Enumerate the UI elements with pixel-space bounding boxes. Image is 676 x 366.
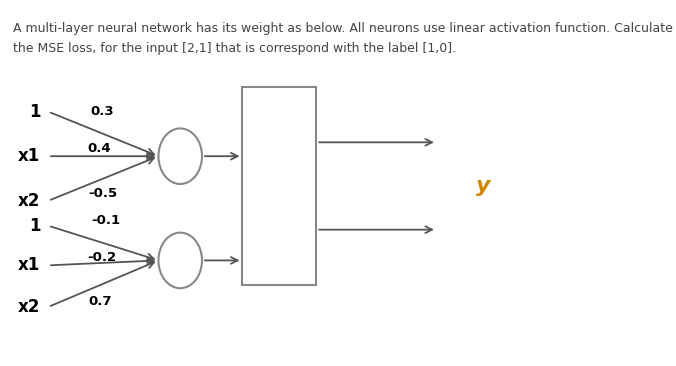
Text: -0.5: -0.5 bbox=[89, 187, 118, 201]
Text: 0.4: 0.4 bbox=[87, 142, 111, 155]
Text: x1: x1 bbox=[18, 147, 41, 165]
Text: x2: x2 bbox=[18, 298, 41, 316]
Text: 0.7: 0.7 bbox=[89, 295, 112, 307]
Text: 1: 1 bbox=[29, 217, 41, 235]
Text: the MSE loss, for the input [2,1] that is correspond with the label [1,0].: the MSE loss, for the input [2,1] that i… bbox=[13, 42, 456, 55]
Text: Softmax: Softmax bbox=[250, 179, 302, 193]
Text: -0.1: -0.1 bbox=[91, 214, 120, 227]
Text: 1: 1 bbox=[29, 102, 41, 120]
Text: -0.2: -0.2 bbox=[87, 251, 116, 264]
Text: y: y bbox=[476, 176, 491, 196]
Text: 0.3: 0.3 bbox=[91, 105, 114, 118]
Bar bbox=[243, 87, 316, 285]
Text: A multi-layer neural network has its weight as below. All neurons use linear act: A multi-layer neural network has its wei… bbox=[13, 22, 673, 35]
Text: x2: x2 bbox=[18, 192, 41, 210]
Text: x1: x1 bbox=[18, 256, 41, 274]
